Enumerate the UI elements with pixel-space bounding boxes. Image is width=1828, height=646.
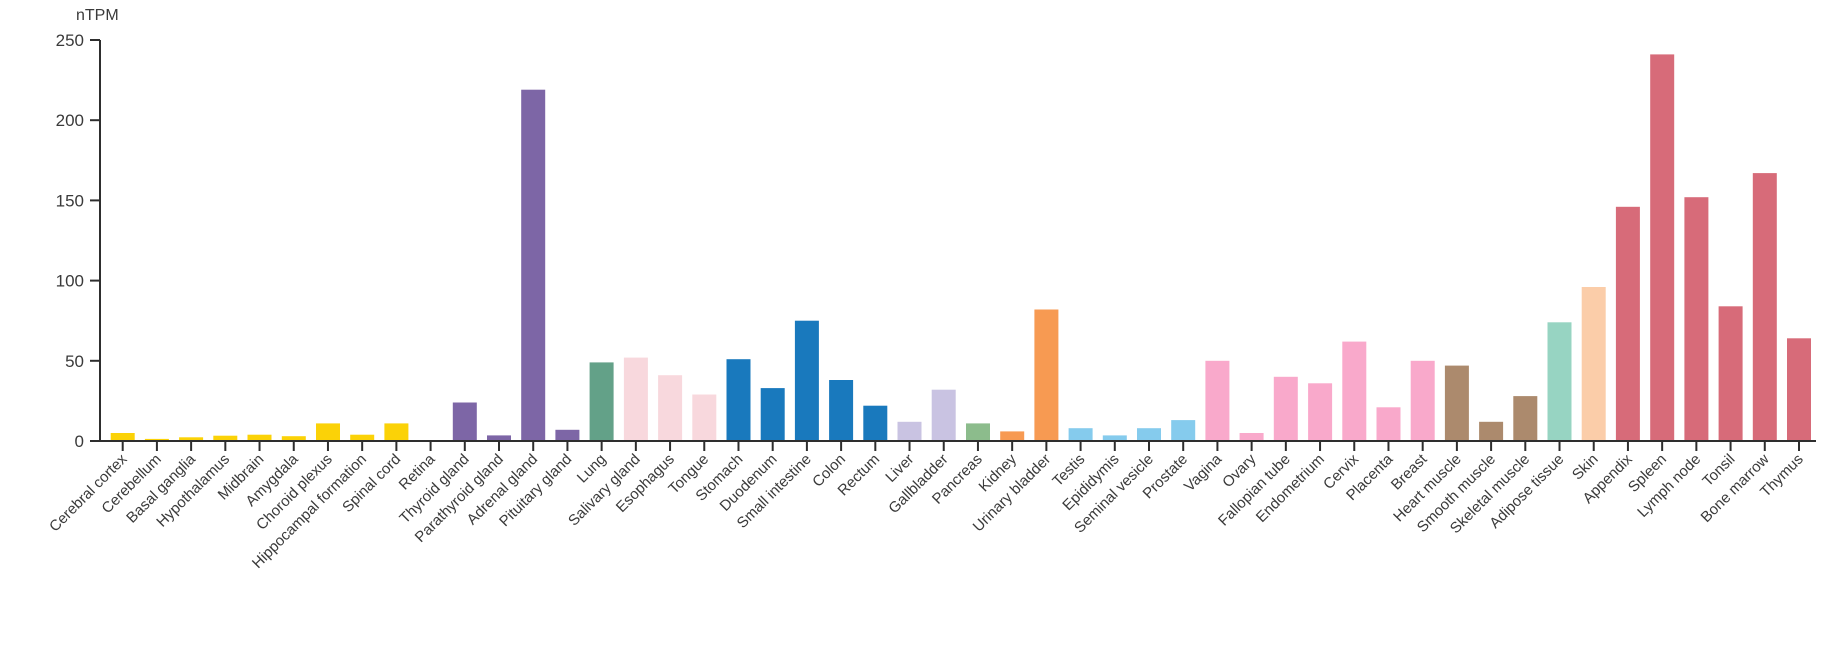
bar-hippocampal-formation[interactable] — [350, 434, 375, 441]
bar-spleen[interactable] — [1650, 54, 1675, 442]
y-tick-label-200: 200 — [56, 111, 84, 130]
bar-appendix[interactable] — [1615, 206, 1640, 441]
bar-kidney[interactable] — [1000, 431, 1025, 441]
bar-skeletal-muscle[interactable] — [1513, 396, 1538, 441]
bar-cervix[interactable] — [1342, 341, 1367, 441]
y-tick-label-100: 100 — [56, 272, 84, 291]
bar-midbrain[interactable] — [247, 434, 272, 441]
bar-parathyroid-gland[interactable] — [487, 435, 511, 441]
bar-smooth-muscle[interactable] — [1479, 421, 1504, 441]
bar-testis[interactable] — [1068, 428, 1093, 441]
bar-epididymis[interactable] — [1102, 435, 1127, 441]
bar-pituitary-gland[interactable] — [555, 429, 580, 441]
bar-prostate[interactable] — [1171, 420, 1196, 441]
bar-amygdala[interactable] — [281, 436, 306, 441]
bar-adipose-tissue[interactable] — [1547, 322, 1572, 441]
y-tick-label-0: 0 — [75, 432, 84, 451]
bar-rectum[interactable] — [863, 405, 888, 441]
bar-choroid-plexus[interactable] — [316, 423, 340, 441]
bar-lung[interactable] — [589, 362, 614, 441]
bar-pancreas[interactable] — [966, 423, 990, 441]
bar-thymus[interactable] — [1787, 338, 1811, 441]
bar-cerebellum[interactable] — [144, 438, 169, 441]
bar-thyroid-gland[interactable] — [452, 402, 477, 442]
bar-spinal-cord[interactable] — [384, 423, 409, 441]
bar-bone-marrow[interactable] — [1752, 173, 1777, 441]
bar-placenta[interactable] — [1376, 407, 1401, 441]
bar-lymph-node[interactable] — [1684, 197, 1709, 441]
bar-hypothalamus[interactable] — [213, 435, 238, 441]
bar-gallbladder[interactable] — [931, 389, 956, 441]
bar-stomach[interactable] — [726, 359, 751, 441]
bar-tonsil[interactable] — [1718, 306, 1743, 441]
bar-breast[interactable] — [1410, 360, 1435, 441]
bar-urinary-bladder[interactable] — [1034, 309, 1059, 442]
axes-group: 0 50 100 150 200 250 — [56, 31, 1816, 451]
bar-ovary[interactable] — [1239, 433, 1264, 441]
bar-fallopian-tube[interactable] — [1273, 376, 1298, 441]
bar-esophagus[interactable] — [658, 375, 683, 441]
bar-adrenal-gland[interactable] — [521, 89, 546, 441]
bar-heart-muscle[interactable] — [1444, 365, 1469, 441]
y-tick-label-50: 50 — [65, 352, 84, 371]
bar-small-intestine[interactable] — [794, 320, 819, 441]
bar-salivary-gland[interactable] — [623, 357, 648, 441]
bar-tongue[interactable] — [692, 394, 717, 442]
bar-endometrium[interactable] — [1308, 383, 1333, 441]
x-label-vagina: Vagina — [1181, 450, 1226, 495]
bar-colon[interactable] — [829, 380, 854, 441]
bar-vagina[interactable] — [1205, 360, 1230, 441]
bar-liver[interactable] — [897, 421, 922, 441]
bar-seminal-vesicle[interactable] — [1137, 428, 1161, 441]
bar-basal-ganglia[interactable] — [179, 437, 204, 441]
bar-cerebral-cortex[interactable] — [110, 433, 135, 441]
bars-group — [110, 54, 1811, 442]
y-axis-title: nTPM — [76, 7, 119, 24]
y-tick-label-250: 250 — [56, 31, 84, 50]
bar-duodenum[interactable] — [760, 388, 785, 441]
bar-skin[interactable] — [1581, 287, 1606, 441]
y-tick-label-150: 150 — [56, 191, 84, 210]
